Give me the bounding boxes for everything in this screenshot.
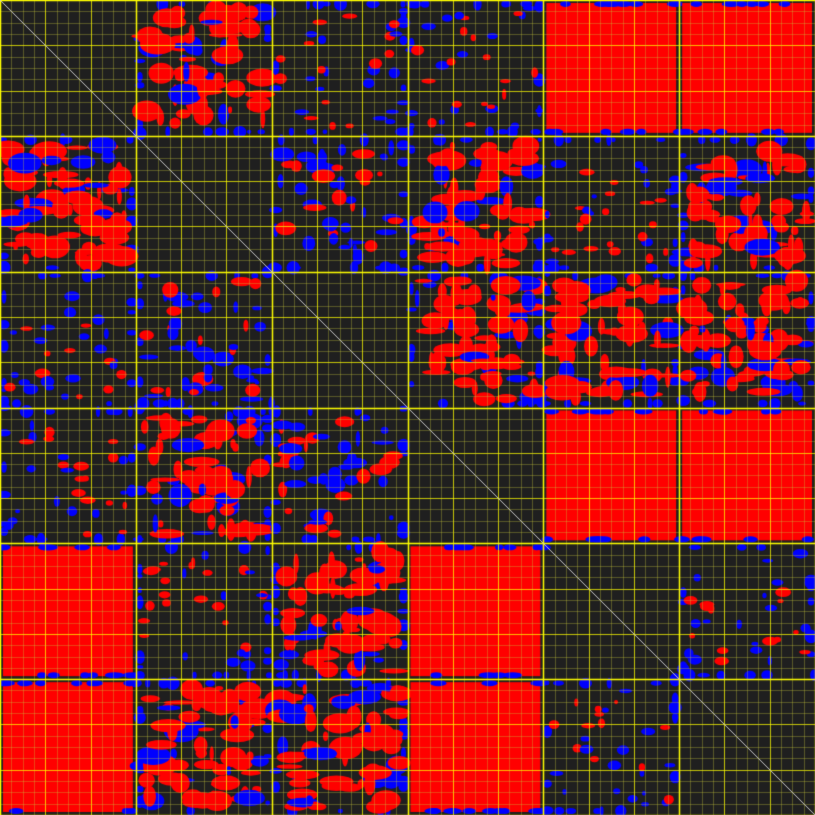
similarity-matrix-heatmap bbox=[0, 0, 815, 815]
similarity-matrix-view bbox=[0, 0, 815, 815]
